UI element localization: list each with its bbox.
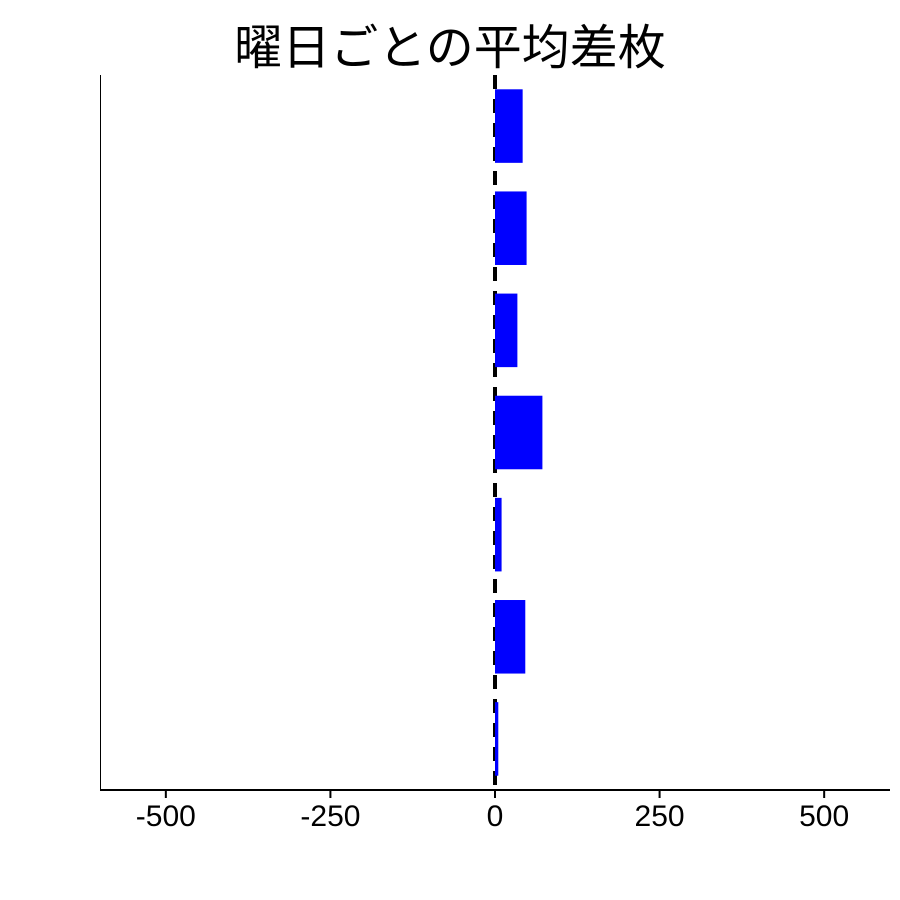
chart-container: 曜日ごとの平均差枚 月曜火曜水曜木曜金曜土曜日曜-500-2500250500	[0, 0, 900, 900]
x-tick-label: 250	[635, 800, 685, 830]
x-tick-label: -500	[136, 800, 196, 830]
bar-0	[495, 89, 523, 163]
plot-area: 月曜火曜水曜木曜金曜土曜日曜-500-2500250500	[100, 75, 890, 830]
bar-5	[495, 600, 525, 674]
x-tick-label: 500	[799, 800, 849, 830]
bar-3	[495, 396, 542, 470]
chart-title: 曜日ごとの平均差枚	[0, 8, 900, 78]
bar-4	[495, 498, 502, 572]
bar-2	[495, 294, 517, 368]
bar-1	[495, 191, 527, 265]
bars-group	[495, 89, 542, 775]
bar-6	[495, 702, 498, 776]
x-tick-label: -250	[300, 800, 360, 830]
x-tick-label: 0	[487, 800, 504, 830]
